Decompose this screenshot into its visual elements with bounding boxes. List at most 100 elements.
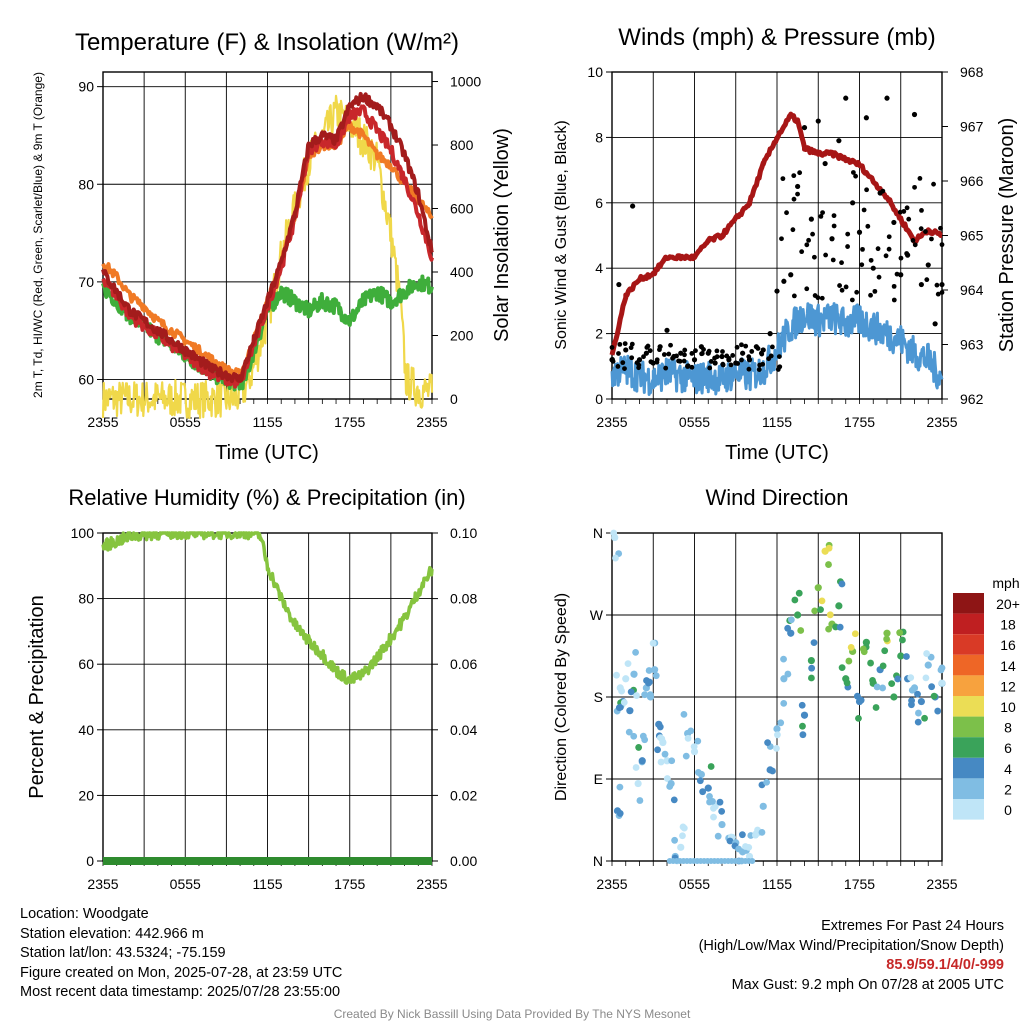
gust-point [836,138,842,144]
gust-point [812,293,818,298]
direction-point [883,635,891,643]
dir-ytick-label: E [594,771,603,787]
gust-point [839,260,844,266]
direction-point [758,828,766,836]
rh-ytick-label: 0 [86,853,94,869]
legend-label: 8 [1004,720,1012,736]
direction-point [818,597,826,605]
direction-point [784,670,792,678]
gust-point [897,209,903,215]
gust-point [714,348,720,354]
gust-point [831,223,837,229]
direction-point [627,688,635,696]
direction-point [853,692,861,700]
wind-ytick-label: 4 [595,260,603,276]
direction-point [924,661,932,669]
direction-point [759,802,767,810]
gust-point [868,292,873,298]
direction-point [626,707,634,715]
direction-point [630,732,638,740]
legend-swatch [953,696,984,717]
direction-point [718,807,726,815]
legend-label: 0 [1004,802,1012,818]
gust-point [685,363,691,369]
direction-point [780,675,788,683]
gust-point [910,238,916,243]
gust-point [843,284,849,290]
gust-point [884,95,890,101]
gust-point [804,242,810,248]
wind-series [610,302,944,396]
wind-y2tick-label: 968 [960,64,984,80]
temp-ytick-label: 60 [78,371,94,387]
direction-point [687,727,695,735]
direction-point [934,707,942,715]
extremes-panel: Extremes For Past 24 Hours (High/Low/Max… [699,917,1004,995]
direction-point [774,731,781,739]
direction-point [764,739,772,747]
extremes-title: Extremes For Past 24 Hours [821,918,1004,934]
direction-point [845,657,853,665]
direction-point [890,693,898,701]
gust-point [670,355,675,361]
temp-xtick-label: 2355 [416,414,447,430]
pressure-series [609,111,944,356]
direction-point [612,554,619,562]
gust-point [708,359,714,364]
temp-xtick-label: 0555 [170,414,201,430]
direction-point [795,589,803,597]
direction-point [620,698,628,706]
wind-ytick-label: 8 [595,129,603,145]
gust-point [719,353,725,360]
gust-point [853,173,859,179]
dir-frame [611,532,943,862]
temp-y2tick-label: 0 [450,391,458,407]
gust-point [831,213,837,219]
direction-point [745,843,753,851]
wind-ytick-label: 0 [595,391,603,407]
direction-point [777,719,785,727]
direction-point [843,679,851,687]
direction-point [907,674,915,682]
gust-point [678,350,684,356]
direction-point [825,625,833,633]
direction-point [769,767,776,775]
gust-point [797,170,803,176]
direction-point [908,701,915,709]
gust-point [746,366,752,372]
gust-point [924,277,930,283]
direction-point [634,779,642,788]
gust-point [682,352,687,358]
legend-swatch [953,613,984,635]
direction-point [714,832,722,840]
gust-point [904,251,910,256]
gust-point [808,216,814,222]
legend-label: 18 [1000,617,1016,633]
gust-point [806,237,812,243]
gust-point [720,361,726,367]
gust-point [829,236,835,242]
direction-point [923,650,931,657]
direction-point [855,714,862,722]
gust-point [804,286,810,292]
rh-title: Relative Humidity (%) & Precipitation (i… [68,485,465,510]
temp-ytick-label: 90 [78,79,94,95]
wind-ylabel-right: Station Pressure (Maroon) [996,118,1018,353]
direction-point [709,798,716,805]
legend-label: 14 [1000,658,1016,674]
legend-swatch [953,675,984,696]
direction-point [773,725,781,733]
gust-point [870,265,876,271]
rh-series [101,531,434,685]
gust-point [911,111,918,118]
wind-ytick-label: 2 [595,326,603,342]
direction-point [651,666,659,674]
gust-point [689,364,695,370]
legend-swatch [953,799,984,820]
gust-point [779,236,784,242]
gust-point [898,255,904,261]
gust-point [682,347,688,353]
wind-y2tick-label: 966 [960,173,984,189]
wind-xtick-label: 0555 [679,414,710,430]
direction-point [825,544,833,552]
